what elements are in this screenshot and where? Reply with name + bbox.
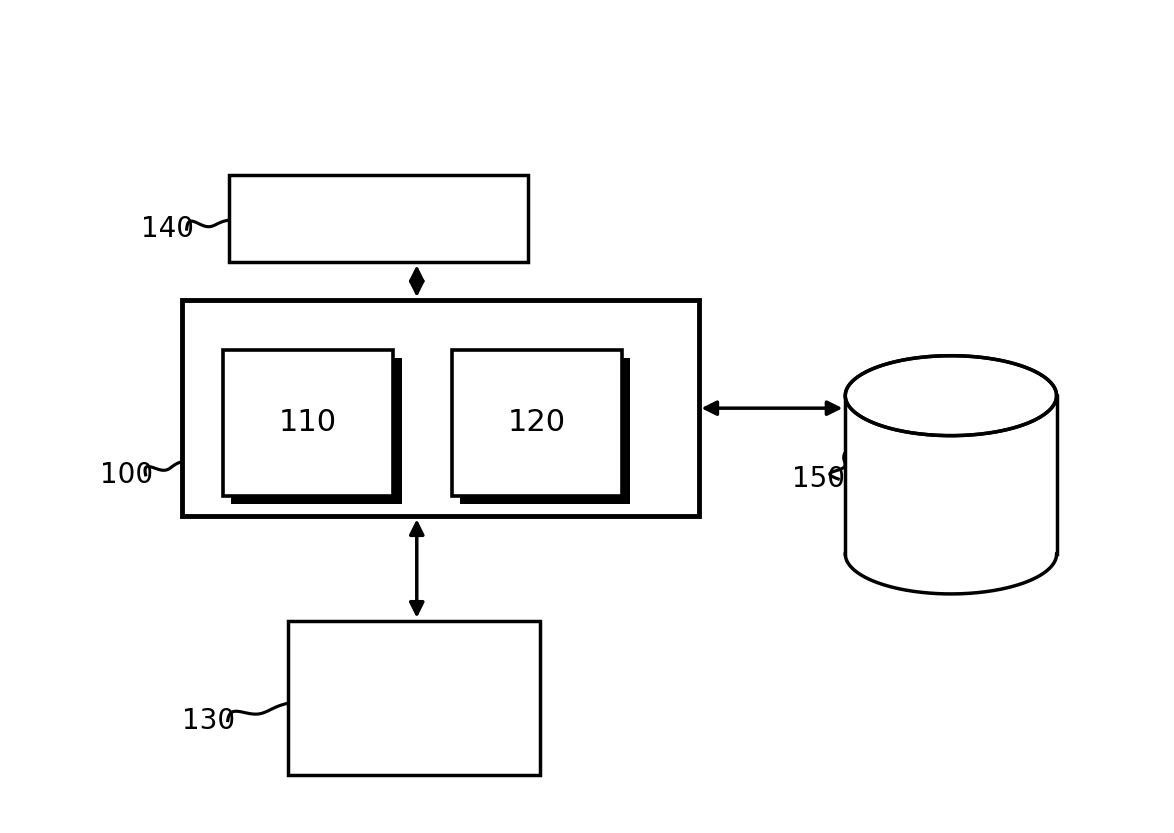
Bar bbox=[288, 621, 540, 775]
Bar bbox=[460, 358, 630, 504]
Bar bbox=[231, 358, 402, 504]
Bar bbox=[182, 300, 699, 516]
Text: 100: 100 bbox=[100, 461, 153, 489]
Text: 140: 140 bbox=[141, 215, 194, 243]
Text: 120: 120 bbox=[508, 408, 566, 437]
Bar bbox=[229, 175, 528, 262]
Bar bbox=[223, 350, 393, 496]
Bar bbox=[452, 350, 622, 496]
Text: 110: 110 bbox=[279, 408, 337, 437]
Text: 150: 150 bbox=[792, 465, 845, 493]
Ellipse shape bbox=[845, 356, 1057, 436]
Text: 130: 130 bbox=[182, 706, 235, 735]
Bar bbox=[845, 396, 1057, 554]
